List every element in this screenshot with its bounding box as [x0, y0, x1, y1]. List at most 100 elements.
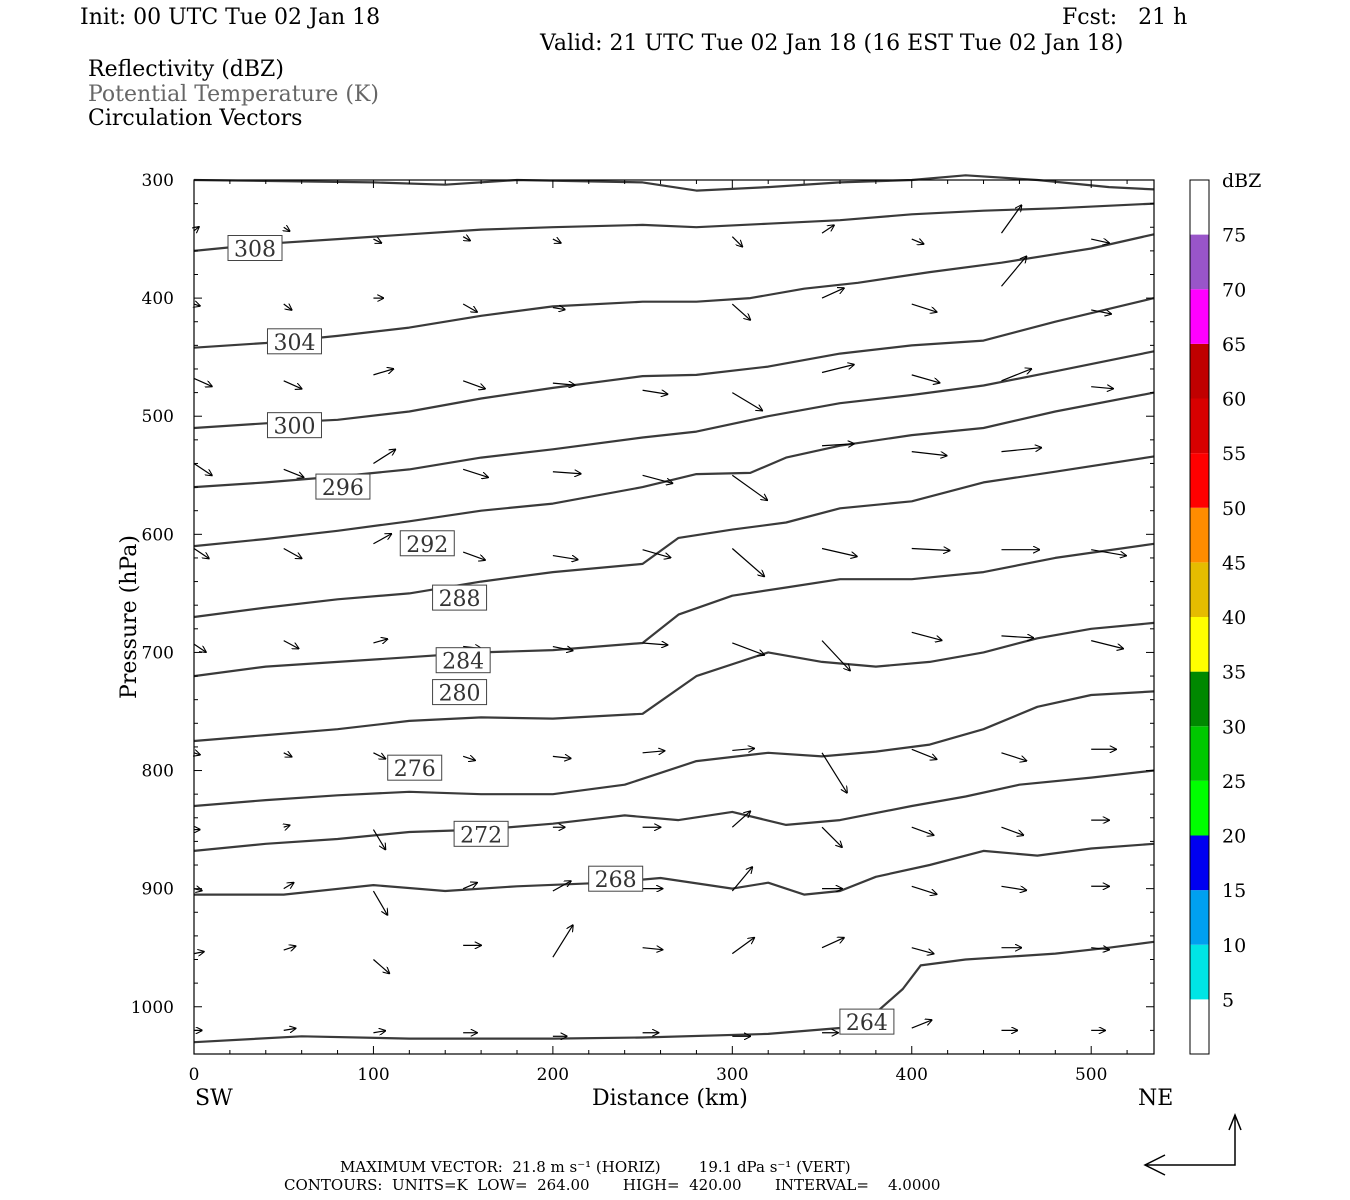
footer-max-vector: MAXIMUM VECTOR: 21.8 m s⁻¹ (HORIZ) 19.1 … — [340, 1158, 851, 1176]
contour-label-280: 280 — [439, 682, 481, 707]
circulation-vector — [284, 825, 290, 827]
circulation-vector — [552, 472, 581, 474]
colorbar-label: 50 — [1222, 498, 1246, 520]
circulation-vector — [194, 753, 200, 755]
circulation-vector — [911, 826, 934, 835]
circulation-vector — [284, 227, 290, 231]
colorbar-label: 10 — [1222, 935, 1246, 957]
contour-label-272: 272 — [460, 823, 502, 848]
circulation-vector — [552, 647, 573, 651]
axes: 0 100 200 300 400 500 300 400 500 600 700 800 900 100… — [131, 171, 1154, 1085]
circulation-vector — [911, 885, 937, 894]
colorbar-swatch — [1190, 835, 1209, 891]
contour-label-276: 276 — [394, 757, 436, 782]
circulation-vector — [194, 227, 199, 231]
colorbar-label: 45 — [1222, 552, 1246, 574]
contour-label-308: 308 — [234, 238, 276, 263]
circulation-vector — [731, 938, 754, 955]
colorbar-outline — [1189, 179, 1210, 1055]
circulation-vector — [462, 551, 485, 560]
circulation-vector — [821, 288, 844, 299]
circulation-vector — [642, 549, 671, 558]
circulation-vector — [283, 753, 292, 757]
circulation-vector — [552, 925, 573, 958]
x-axis-title: Distance (km) — [592, 1086, 748, 1111]
circulation-vector — [193, 462, 212, 475]
x-tick-label: 500 — [1075, 1065, 1107, 1085]
contour-label-box — [399, 530, 455, 557]
circulation-vector — [732, 642, 764, 655]
circulation-vector — [731, 548, 764, 576]
circulation-vector — [193, 377, 212, 386]
contour-label-box — [266, 328, 322, 355]
reference-arrow-icon — [1143, 1112, 1242, 1176]
colorbar-label: 40 — [1222, 607, 1246, 629]
colorbar-label: 35 — [1222, 662, 1246, 684]
colorbar-swatch — [1190, 234, 1209, 290]
circulation-vector — [193, 643, 206, 652]
colorbar-swatch — [1190, 289, 1209, 344]
circulation-vector — [462, 883, 477, 890]
circulation-vector — [821, 444, 854, 446]
y-tick-label: 1000 — [131, 998, 174, 1018]
x-tick-label: 300 — [716, 1065, 748, 1085]
contour-label-box — [315, 473, 371, 500]
theta-contour-264 — [193, 940, 1155, 1044]
circulation-vector — [1000, 205, 1021, 234]
colorbar-label: 70 — [1222, 279, 1246, 301]
colorbar-swatch — [1190, 562, 1209, 617]
circulation-vector — [731, 474, 767, 500]
circulation-vector — [911, 451, 947, 456]
theta-contour-304 — [193, 233, 1155, 349]
circulation-vector — [731, 811, 750, 828]
colorbar-swatch — [1190, 343, 1209, 399]
circulation-vector — [821, 365, 854, 374]
x-left-label: SW — [195, 1086, 233, 1111]
y-tick-label: 800 — [142, 762, 174, 782]
y-tick-label: 300 — [142, 171, 174, 191]
plot-frame — [193, 179, 1155, 1055]
circulation-vector — [1091, 549, 1126, 556]
contour-label-284: 284 — [442, 650, 484, 675]
footer-contours: CONTOURS: UNITS=K LOW= 264.00 HIGH= 420.… — [284, 1176, 941, 1194]
circulation-vector — [552, 756, 571, 758]
colorbar-swatch — [1190, 671, 1209, 727]
circulation-vector — [911, 303, 937, 312]
colorbar-label: 5 — [1222, 989, 1234, 1011]
theta-contour-276 — [193, 690, 1155, 808]
circulation-vector — [731, 867, 752, 892]
circulation-vector — [911, 239, 924, 244]
circulation-vector — [462, 380, 485, 389]
circulation-vector — [821, 752, 847, 793]
circulation-vector — [552, 308, 565, 310]
x-tick-label: 100 — [357, 1065, 389, 1085]
valid-time: Valid: 21 UTC Tue 02 Jan 18 (16 EST Tue … — [540, 31, 1124, 56]
contour-label-box — [387, 754, 443, 781]
circulation-vector — [642, 389, 668, 394]
colorbar-label: 65 — [1222, 334, 1246, 356]
colorbar-label: 25 — [1222, 771, 1246, 793]
circulation-vector — [372, 829, 385, 850]
circulation-vector — [821, 547, 857, 556]
circulation-vector — [283, 640, 299, 649]
circulation-vector — [372, 890, 387, 915]
x-tick-label: 0 — [189, 1065, 200, 1085]
theta-contours — [193, 174, 1155, 1044]
circulation-vector — [462, 468, 488, 477]
field-potential-temperature: Potential Temperature (K) — [88, 82, 379, 107]
circulation-vector — [1001, 885, 1026, 890]
colorbar-label: 15 — [1222, 880, 1246, 902]
y-tick-label: 700 — [142, 643, 174, 663]
circulation-vector — [731, 303, 750, 320]
circulation-vector — [193, 952, 204, 954]
circulation-vector — [1001, 369, 1031, 382]
contour-label-box — [227, 235, 283, 262]
colorbar-label: 75 — [1222, 225, 1246, 247]
colorbar-label: 55 — [1222, 443, 1246, 465]
circulation-vector — [1091, 239, 1109, 243]
circulation-vector — [373, 369, 393, 376]
circulation-vector — [194, 304, 200, 306]
circulation-vector — [1001, 826, 1023, 835]
theta-contour-284 — [193, 542, 1155, 678]
colorbar-label: 20 — [1222, 826, 1246, 848]
